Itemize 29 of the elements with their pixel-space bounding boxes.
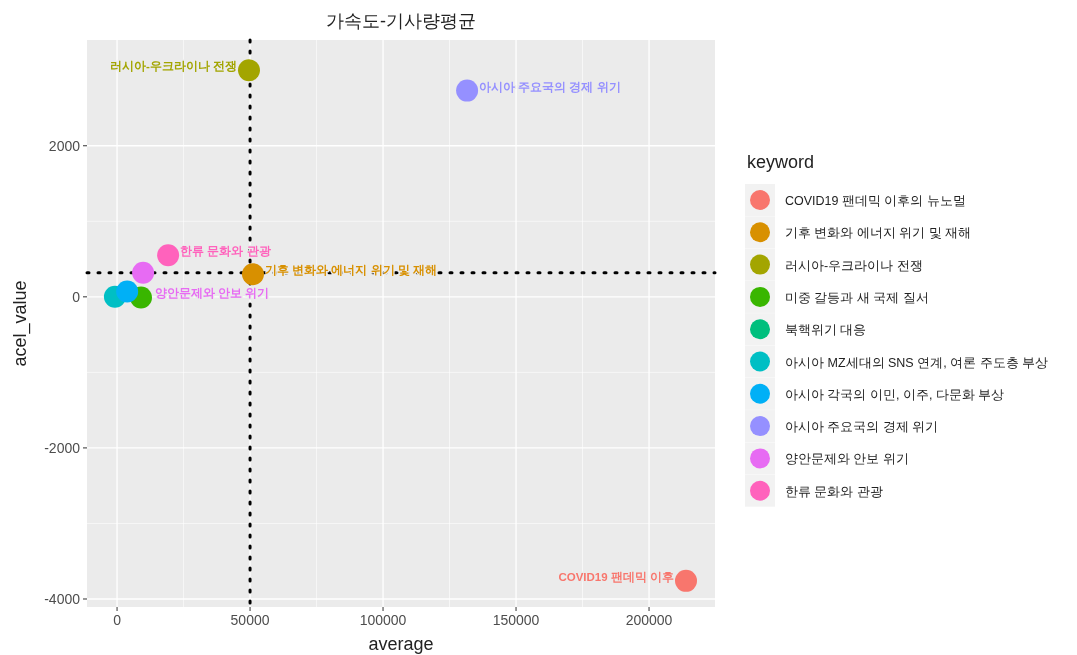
- data-label: 아시아 주요국의 경제 위기: [479, 80, 621, 94]
- data-label: 양안문제와 안보 위기: [155, 286, 270, 299]
- x-axis-title: average: [368, 634, 434, 654]
- legend-label: 아시아 MZ세대의 SNS 연계, 여론 주도층 부상: [785, 355, 1049, 370]
- legend-title: keyword: [747, 152, 815, 172]
- legend-label: 양안문제와 안보 위기: [785, 452, 909, 467]
- legend-label: 미중 갈등과 새 국제 질서: [785, 290, 929, 305]
- y-tick-label: -4000: [44, 590, 81, 607]
- x-tick-label: 0: [113, 612, 122, 628]
- x-tick-label: 200000: [625, 612, 673, 628]
- x-tick-label: 100000: [359, 612, 407, 628]
- x-tick-label: 50000: [230, 612, 270, 628]
- legend-label: 아시아 주요국의 경제 위기: [785, 420, 939, 435]
- chart-title: 가속도-기사량평균: [326, 11, 476, 31]
- legend-label: 북핵위기 대응: [785, 323, 867, 338]
- y-tick-label: 0: [72, 288, 81, 305]
- legend-label: COVID19 팬데믹 이후의 뉴노멀: [785, 194, 966, 208]
- y-tick-label: 2000: [48, 137, 81, 154]
- legend-label: 한류 문화와 관광: [785, 484, 883, 499]
- y-tick-label: -2000: [44, 439, 81, 456]
- legend-label: 러시아-우크라이나 전쟁: [785, 258, 923, 273]
- y-axis-title: acel_value: [10, 280, 31, 367]
- legend-label: 아시아 각국의 이민, 이주, 다문화 부상: [785, 387, 1005, 402]
- x-tick-label: 150000: [492, 612, 540, 628]
- data-label: COVID19 팬데믹 이후: [558, 570, 675, 584]
- data-label: 러시아-우크라이나 전쟁: [109, 60, 237, 73]
- legend-label: 기후 변화와 에너지 위기 및 재해: [785, 226, 972, 241]
- data-label: 기후 변화와 에너지 위기 및 재해: [264, 264, 437, 278]
- data-label: 한류 문화와 관광: [180, 245, 271, 258]
